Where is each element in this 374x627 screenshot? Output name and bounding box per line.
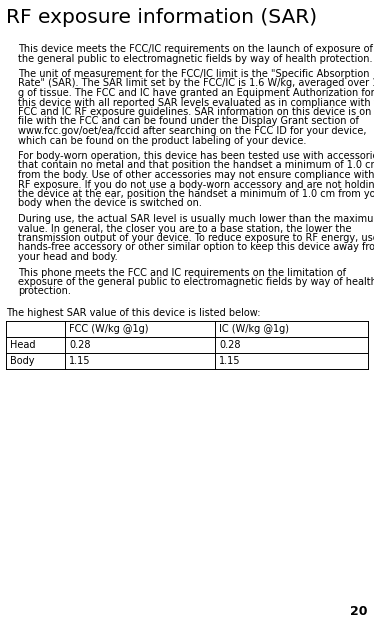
Text: value. In general, the closer you are to a base station, the lower the: value. In general, the closer you are to…: [18, 223, 352, 233]
Text: file with the FCC and can be found under the Display Grant section of: file with the FCC and can be found under…: [18, 117, 359, 127]
Text: FCC (W/kg @1g): FCC (W/kg @1g): [69, 324, 148, 334]
Text: 0.28: 0.28: [69, 340, 91, 350]
Text: body when the device is switched on.: body when the device is switched on.: [18, 199, 202, 209]
Text: Body: Body: [10, 356, 34, 366]
Text: This device meets the FCC/IC requirements on the launch of exposure of: This device meets the FCC/IC requirement…: [18, 44, 373, 54]
Text: FCC and IC RF exposure guidelines. SAR information on this device is on: FCC and IC RF exposure guidelines. SAR i…: [18, 107, 371, 117]
Text: your head and body.: your head and body.: [18, 252, 118, 262]
Text: g of tissue. The FCC and IC have granted an Equipment Authorization for: g of tissue. The FCC and IC have granted…: [18, 88, 374, 98]
Text: The highest SAR value of this device is listed below:: The highest SAR value of this device is …: [6, 308, 261, 318]
Text: 1.15: 1.15: [69, 356, 91, 366]
Text: RF exposure. If you do not use a body-worn accessory and are not holding: RF exposure. If you do not use a body-wo…: [18, 179, 374, 189]
Text: 1.15: 1.15: [219, 356, 240, 366]
Text: the general public to electromagnetic fields by way of health protection.: the general public to electromagnetic fi…: [18, 53, 373, 63]
Text: www.fcc.gov/oet/ea/fccid after searching on the FCC ID for your device,: www.fcc.gov/oet/ea/fccid after searching…: [18, 126, 367, 136]
Text: that contain no metal and that position the handset a minimum of 1.0 cm: that contain no metal and that position …: [18, 161, 374, 171]
Text: the device at the ear, position the handset a minimum of 1.0 cm from your: the device at the ear, position the hand…: [18, 189, 374, 199]
Text: protection.: protection.: [18, 287, 71, 297]
Text: from the body. Use of other accessories may not ensure compliance with: from the body. Use of other accessories …: [18, 170, 374, 180]
Text: This phone meets the FCC and IC requirements on the limitation of: This phone meets the FCC and IC requirem…: [18, 268, 346, 278]
Text: hands-free accessory or other similar option to keep this device away from: hands-free accessory or other similar op…: [18, 243, 374, 253]
Text: 0.28: 0.28: [219, 340, 240, 350]
Text: this device with all reported SAR levels evaluated as in compliance with the: this device with all reported SAR levels…: [18, 98, 374, 107]
Text: During use, the actual SAR level is usually much lower than the maximum: During use, the actual SAR level is usua…: [18, 214, 374, 224]
Text: which can be found on the product labeling of your device.: which can be found on the product labeli…: [18, 135, 306, 145]
Text: Rate" (SAR). The SAR limit set by the FCC/IC is 1.6 W/kg, averaged over 1: Rate" (SAR). The SAR limit set by the FC…: [18, 78, 374, 88]
Text: transmission output of your device. To reduce exposure to RF energy, use a: transmission output of your device. To r…: [18, 233, 374, 243]
Text: exposure of the general public to electromagnetic fields by way of health: exposure of the general public to electr…: [18, 277, 374, 287]
Text: For body-worn operation, this device has been tested use with accessories: For body-worn operation, this device has…: [18, 151, 374, 161]
Text: RF exposure information (SAR): RF exposure information (SAR): [6, 8, 317, 27]
Text: Head: Head: [10, 340, 36, 350]
Text: IC (W/kg @1g): IC (W/kg @1g): [219, 324, 289, 334]
Text: 20: 20: [350, 605, 368, 618]
Text: The unit of measurement for the FCC/IC limit is the "Specific Absorption: The unit of measurement for the FCC/IC l…: [18, 69, 370, 79]
